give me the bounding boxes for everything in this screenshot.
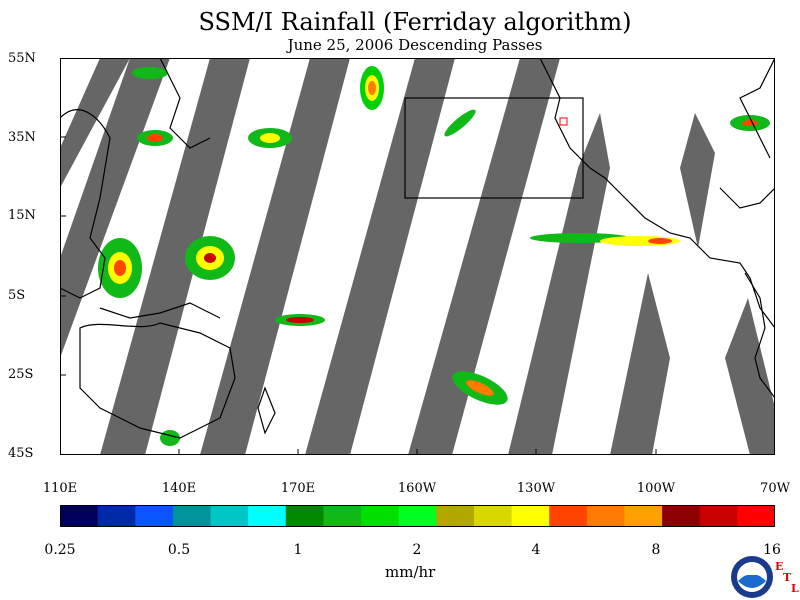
colorbar-swatch [285,505,324,527]
lat-label-55n: 55N [8,51,36,66]
colorbar-label: 2 [412,542,422,558]
colorbar-swatch [511,505,550,527]
colorbar-label: 4 [531,542,541,558]
chart-subtitle: June 25, 2006 Descending Passes [287,36,543,54]
colorbar-label: 16 [763,542,781,558]
rainfall-map [60,58,775,455]
etl-mark-l: L [791,582,799,595]
lat-label-45s: 45S [8,446,34,461]
lat-label-15n: 15N [8,208,36,223]
colorbar-swatch [549,505,588,527]
colorbar-swatch [662,505,701,527]
colorbar-swatch [97,505,136,527]
coastlines [60,58,775,439]
colorbar-swatch [60,505,99,527]
chart-title: SSM/I Rainfall (Ferriday algorithm) [198,8,632,36]
rainfall-areas [98,66,770,446]
colorbar-label: 8 [651,542,661,558]
colorbar-swatch [473,505,513,527]
colorbar-swatch [624,505,663,527]
lat-label-5s: 5S [8,288,26,303]
region-box [404,97,584,199]
colorbar-swatch [210,505,249,527]
lon-label-130w: 130W [516,481,556,496]
colorbar-swatch [323,505,362,527]
colorbar-swatch [361,505,400,527]
color-bar [60,505,775,527]
lat-label-25s: 25S [8,367,34,382]
colorbar-swatch [398,505,437,527]
colorbar-swatch [699,505,738,527]
colorbar-label: 1 [293,542,303,558]
colorbar-swatch [436,505,475,527]
etl-mark-t: T [783,571,792,584]
colorbar-swatch [248,505,287,527]
colorbar-swatch [737,505,775,527]
lon-label-140e: 140E [161,481,197,496]
units-label: mm/hr [385,563,436,581]
noaa-logo [731,556,773,598]
colorbar-swatch [135,505,174,527]
lat-label-35n: 35N [8,130,36,145]
colorbar-swatch [172,505,212,527]
colorbar-swatch [586,505,625,527]
lon-label-170e: 170E [280,481,316,496]
lon-label-100w: 100W [636,481,676,496]
etl-mark-e: E [775,560,784,573]
lon-label-70w: 70W [760,481,790,496]
lon-label-160w: 160W [397,481,437,496]
lon-label-110e: 110E [42,481,78,496]
colorbar-label: 0.25 [44,542,76,558]
colorbar-label: 0.5 [167,542,191,558]
location-marker [559,117,568,126]
